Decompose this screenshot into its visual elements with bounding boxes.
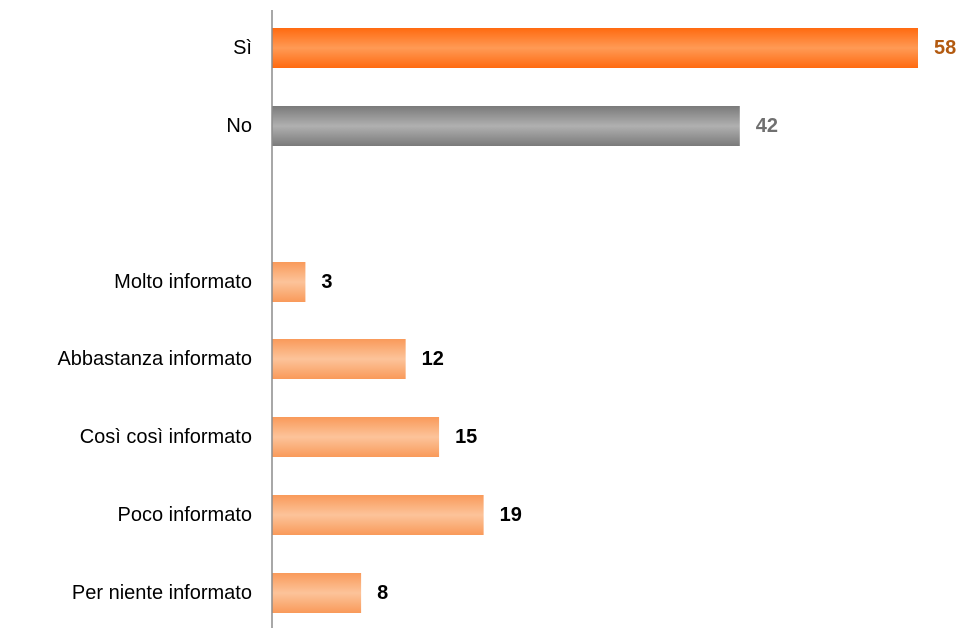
data-label: 3: [321, 271, 332, 293]
data-label: 15: [455, 426, 477, 448]
bar: [272, 417, 440, 457]
data-label: 42: [756, 115, 778, 137]
data-label: 19: [500, 504, 522, 526]
category-label: No: [226, 115, 252, 137]
category-label: Abbastanza informato: [57, 348, 252, 370]
bar: [272, 106, 740, 146]
bar: [272, 573, 362, 613]
category-label: Sì: [233, 37, 252, 59]
data-label: 12: [422, 348, 444, 370]
bar: [272, 339, 406, 379]
bar: [272, 262, 306, 302]
data-label: 58: [934, 37, 956, 59]
bar: [272, 28, 918, 68]
category-label: Così così informato: [80, 426, 252, 448]
category-label: Poco informato: [117, 504, 252, 526]
category-label: Molto informato: [114, 271, 252, 293]
category-label: Per niente informato: [72, 582, 252, 604]
bar: [272, 495, 484, 535]
data-label: 8: [377, 582, 388, 604]
